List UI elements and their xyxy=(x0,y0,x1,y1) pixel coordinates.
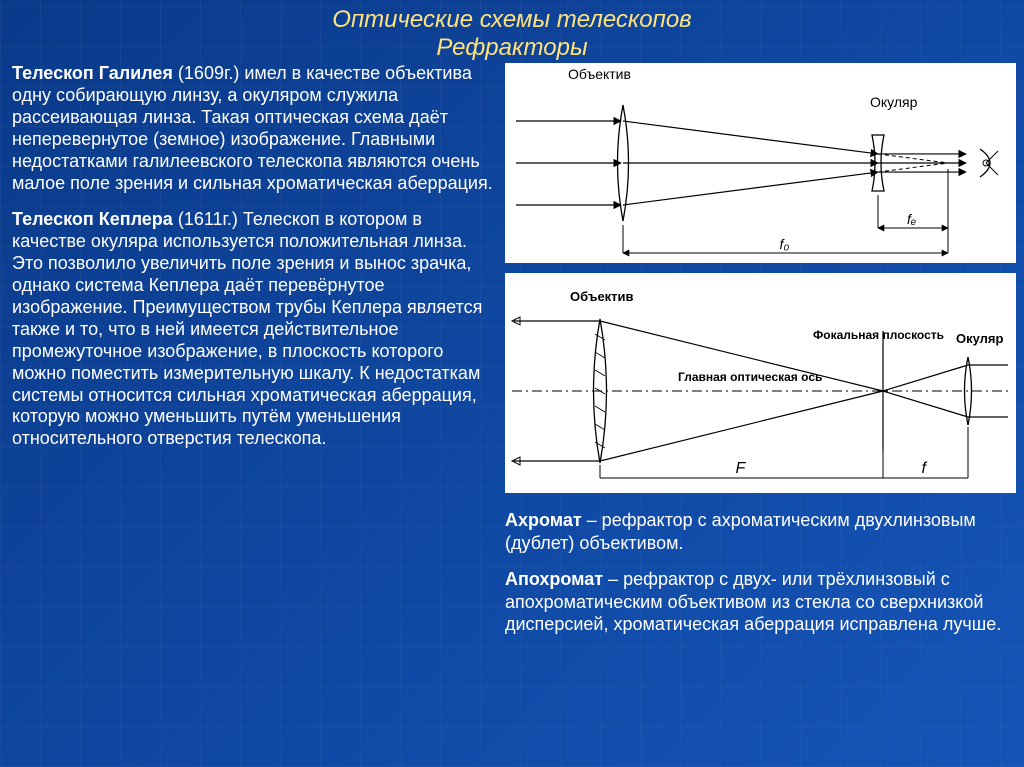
svg-text:Объектив: Объектив xyxy=(568,66,631,82)
kepler-body: Телескоп в котором в качестве окуляра ис… xyxy=(12,209,482,449)
svg-text:f₀: f₀ xyxy=(780,236,790,252)
svg-text:F: F xyxy=(736,460,747,477)
apochromat-lead: Апохромат xyxy=(505,569,603,589)
svg-text:fₑ: fₑ xyxy=(907,211,916,227)
svg-text:Окуляр: Окуляр xyxy=(870,94,918,110)
left-text-column: Телескоп Галилея (1609г.) имел в качеств… xyxy=(12,63,497,650)
kepler-lead: Телескоп Кеплера xyxy=(12,209,178,229)
title-line1: Оптические схемы телескопов xyxy=(0,6,1024,34)
kepler-paragraph: Телескоп Кеплера (1611г.) Телескоп в кот… xyxy=(12,209,497,450)
achromat-lead: Ахромат xyxy=(505,510,582,530)
kepler-svg: Объектив Фокальная плоскость Главная оптич… xyxy=(505,273,1016,493)
svg-text:Фокальная плоскость: Фокальная плоскость xyxy=(813,328,944,342)
content-area: Телескоп Галилея (1609г.) имел в качеств… xyxy=(0,63,1024,658)
svg-text:Объектив: Объектив xyxy=(570,289,634,304)
svg-text:f: f xyxy=(922,460,928,477)
diagram-kepler: Объектив Фокальная плоскость Главная оптич… xyxy=(505,273,1016,493)
galileo-paragraph: Телескоп Галилея (1609г.) имел в качеств… xyxy=(12,63,497,195)
galileo-svg: Объектив Окуляр fₑ f₀ xyxy=(505,63,1016,263)
apochromat-paragraph: Апохромат – рефрактор с двух- или трёхли… xyxy=(505,568,1016,636)
diagram-galileo: Объектив Окуляр fₑ f₀ xyxy=(505,63,1016,263)
svg-text:Окуляр: Окуляр xyxy=(956,331,1004,346)
slide-title: Оптические схемы телескопов Рефракторы xyxy=(0,0,1024,63)
achromat-paragraph: Ахромат – рефрактор с ахроматическим дву… xyxy=(505,509,1016,554)
svg-text:Главная оптическая ось: Главная оптическая ось xyxy=(678,370,822,384)
definitions-block: Ахромат – рефрактор с ахроматическим дву… xyxy=(505,503,1016,650)
title-line2: Рефракторы xyxy=(0,34,1024,62)
galileo-lead: Телескоп Галилея xyxy=(12,63,178,83)
right-column: Объектив Окуляр fₑ f₀ Объектив Фокальная пло… xyxy=(505,63,1016,650)
kepler-year: (1611г.) xyxy=(178,209,243,229)
galileo-year: (1609г.) xyxy=(178,63,244,83)
